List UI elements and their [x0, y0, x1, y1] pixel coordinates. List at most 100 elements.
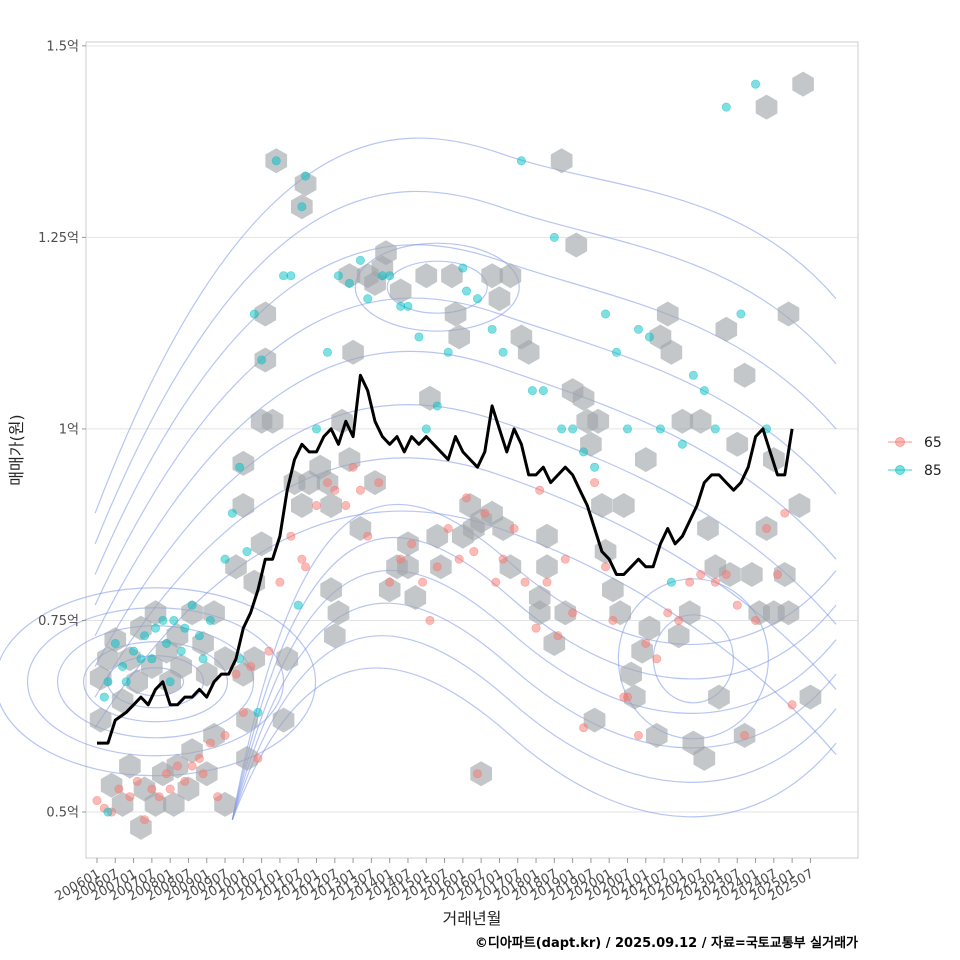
point-65-66 [663, 608, 673, 618]
point-85-15 [180, 623, 190, 633]
point-85-54 [549, 232, 559, 242]
hex-bin-61 [338, 263, 361, 289]
contour-line-5 [0, 587, 317, 777]
x-axis-ticks: 2006012006072007012007072008012008072009… [52, 866, 816, 904]
hex-bin-59 [327, 600, 350, 626]
point-65-21 [246, 661, 256, 671]
hex-bin-125 [671, 408, 694, 434]
point-85-46 [458, 263, 468, 273]
hex-bin-63 [342, 339, 364, 365]
point-65-27 [301, 562, 311, 572]
hex-bin-38 [236, 745, 258, 771]
point-85-36 [355, 255, 365, 265]
hex-bin-47 [272, 707, 295, 733]
hex-bin-70 [378, 577, 401, 603]
point-65-23 [264, 646, 274, 656]
hex-bin-146 [777, 600, 800, 626]
point-85-22 [227, 508, 237, 518]
point-65-47 [491, 577, 501, 587]
legend-label-65: 65 [924, 435, 942, 451]
hex-bin-130 [697, 516, 719, 541]
hex-bin-109 [587, 408, 610, 434]
point-85-2 [110, 638, 120, 648]
hex-bin-76 [415, 263, 438, 289]
hex-bin-128 [689, 408, 712, 434]
point-85-20 [103, 807, 113, 817]
point-85-39 [385, 271, 395, 281]
hex-bin-88 [481, 263, 503, 289]
hex-bin-108 [583, 707, 606, 733]
hex-bin-126 [678, 600, 701, 626]
point-65-73 [740, 730, 750, 740]
point-85-49 [487, 324, 497, 334]
caption: ©디아파트(dapt.kr) / 2025.09.12 / 자료=국토교통부 실… [475, 935, 858, 951]
point-85-3 [118, 661, 128, 671]
point-65-56 [568, 608, 578, 618]
point-65-62 [622, 692, 632, 702]
point-85-25 [249, 309, 259, 319]
point-65-53 [542, 577, 552, 587]
point-65-57 [579, 723, 589, 733]
hex-bin-104 [565, 232, 588, 258]
point-65-77 [780, 508, 790, 518]
point-85-53 [538, 386, 548, 396]
point-65-4 [125, 792, 135, 802]
point-65-6 [140, 815, 150, 825]
point-85-29 [286, 271, 296, 281]
point-85-23 [235, 462, 245, 472]
point-65-38 [407, 539, 417, 549]
contour-line-15 [94, 404, 837, 667]
point-85-13 [169, 615, 179, 625]
hex-bin-138 [741, 562, 763, 587]
point-65-76 [773, 570, 783, 580]
point-65-59 [601, 562, 611, 572]
point-65-69 [696, 570, 706, 580]
point-85-33 [322, 347, 332, 357]
point-85-52 [527, 386, 537, 396]
hex-bin-6 [126, 669, 148, 695]
y-axis-title: 매매가(원) [7, 414, 26, 485]
point-65-79 [472, 769, 482, 779]
point-65-20 [238, 707, 248, 717]
point-65-58 [590, 478, 600, 488]
point-65-44 [462, 493, 472, 503]
hex-bin-42 [250, 531, 273, 557]
point-85-12 [165, 677, 175, 687]
point-85-10 [158, 615, 168, 625]
hex-bin-78 [426, 523, 449, 549]
point-65-55 [560, 554, 570, 564]
point-65-41 [432, 562, 442, 572]
hex-bin-99 [536, 554, 558, 580]
point-85-74 [293, 600, 303, 610]
hex-bin-44 [254, 301, 277, 327]
hex-bin-124 [667, 623, 690, 649]
point-65-39 [418, 577, 428, 587]
hex-bin-75 [404, 585, 427, 610]
point-85-47 [462, 286, 472, 296]
hex-bin-18 [214, 646, 236, 672]
legend: 65 85 [888, 435, 942, 479]
hex-bin-50 [294, 171, 317, 197]
hex-bin-101 [550, 148, 573, 174]
point-85-21 [220, 554, 230, 564]
contour-line-8 [652, 614, 734, 704]
hex-bin-122 [656, 301, 679, 327]
hex-bin-149 [799, 684, 822, 710]
hex-bin-114 [613, 493, 635, 518]
hex-bin-57 [320, 577, 342, 603]
point-85-26 [257, 355, 267, 365]
legend-label-85: 85 [924, 463, 942, 479]
point-65-54 [553, 631, 563, 641]
point-65-63 [633, 730, 643, 740]
point-85-43 [421, 424, 431, 434]
point-65-43 [454, 554, 464, 564]
hex-bin-45 [261, 408, 284, 434]
hex-bin-133 [715, 316, 738, 342]
point-65-32 [348, 462, 358, 472]
contour-line-18 [231, 667, 837, 820]
point-85-32 [312, 424, 322, 434]
hex-bin-145 [777, 301, 800, 327]
point-65-30 [330, 485, 340, 495]
contour-line-22 [231, 537, 837, 820]
point-85-64 [655, 424, 665, 434]
